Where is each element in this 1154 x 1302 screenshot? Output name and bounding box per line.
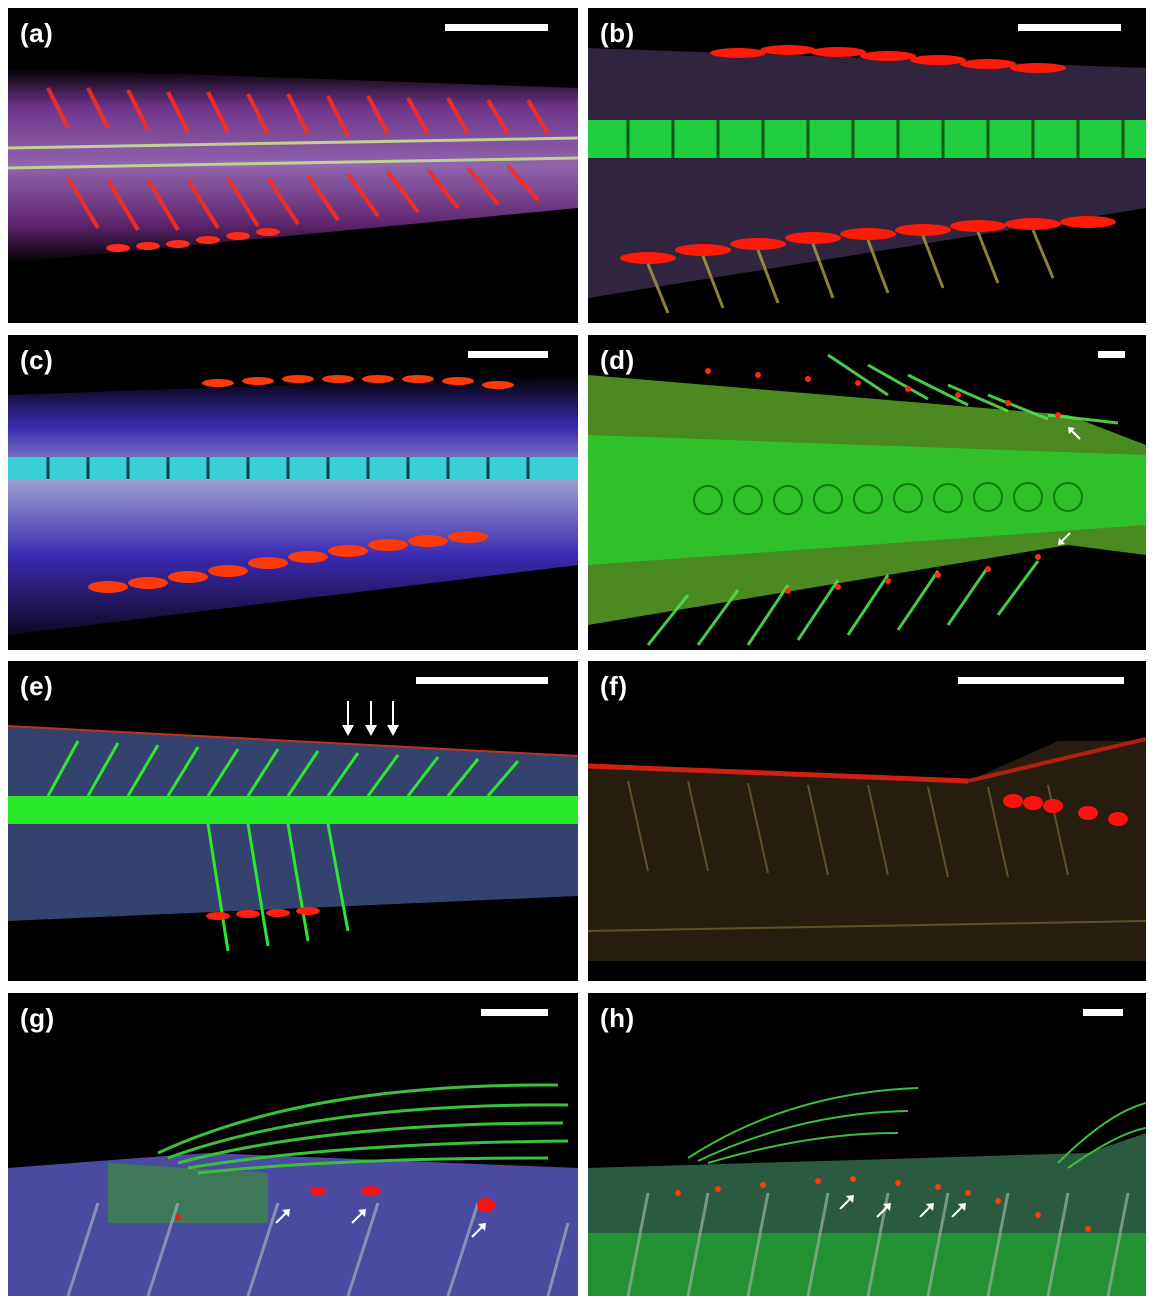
panel-label: (g) (20, 1003, 55, 1033)
panel-f: (f) (588, 661, 1146, 981)
scalebar (481, 1009, 548, 1016)
arrow-icon (365, 701, 377, 736)
fish-skeleton-image-e (8, 661, 578, 981)
scalebar (468, 351, 548, 358)
panel-h: (h) (588, 993, 1146, 1296)
scalebar (1018, 24, 1121, 31)
scalebar (416, 677, 548, 684)
arrow-icon (919, 1203, 934, 1218)
arrow-icon (876, 1203, 891, 1218)
arrow-icon (351, 1209, 366, 1224)
fish-skeleton-image-c (8, 335, 578, 650)
panel-b: (b) (588, 8, 1146, 323)
scalebar (1098, 351, 1125, 358)
fish-skeleton-image-h (588, 993, 1146, 1296)
panel-label: (e) (20, 671, 54, 701)
panel-c: (c) (8, 335, 578, 650)
panel-label: (b) (600, 18, 635, 48)
arrow-icon (1058, 532, 1071, 545)
arrow-icon (275, 1209, 290, 1224)
fish-skeleton-image-a (8, 8, 578, 323)
fish-skeleton-image-f (588, 661, 1146, 981)
arrow-icon (387, 701, 399, 736)
panel-label: (d) (600, 345, 635, 375)
scalebar (958, 677, 1124, 684)
panel-label: (f) (600, 671, 628, 701)
panel-g: (g) (8, 993, 578, 1296)
arrow-icon (839, 1195, 854, 1210)
panel-d: (d) (588, 335, 1146, 650)
arrow-icon (471, 1223, 486, 1238)
arrow-icon (1068, 427, 1081, 440)
fish-skeleton-image-g (8, 993, 578, 1296)
fish-skeleton-image-d (588, 335, 1146, 650)
panel-label: (c) (20, 345, 54, 375)
scalebar (445, 24, 548, 31)
arrow-icon (342, 701, 354, 736)
panel-a: (a) (8, 8, 578, 323)
panel-e: (e) (8, 661, 578, 981)
panel-label: (a) (20, 18, 54, 48)
panel-label: (h) (600, 1003, 635, 1033)
arrow-icon (951, 1203, 966, 1218)
fish-skeleton-image-b (588, 8, 1146, 323)
scalebar (1083, 1009, 1123, 1016)
